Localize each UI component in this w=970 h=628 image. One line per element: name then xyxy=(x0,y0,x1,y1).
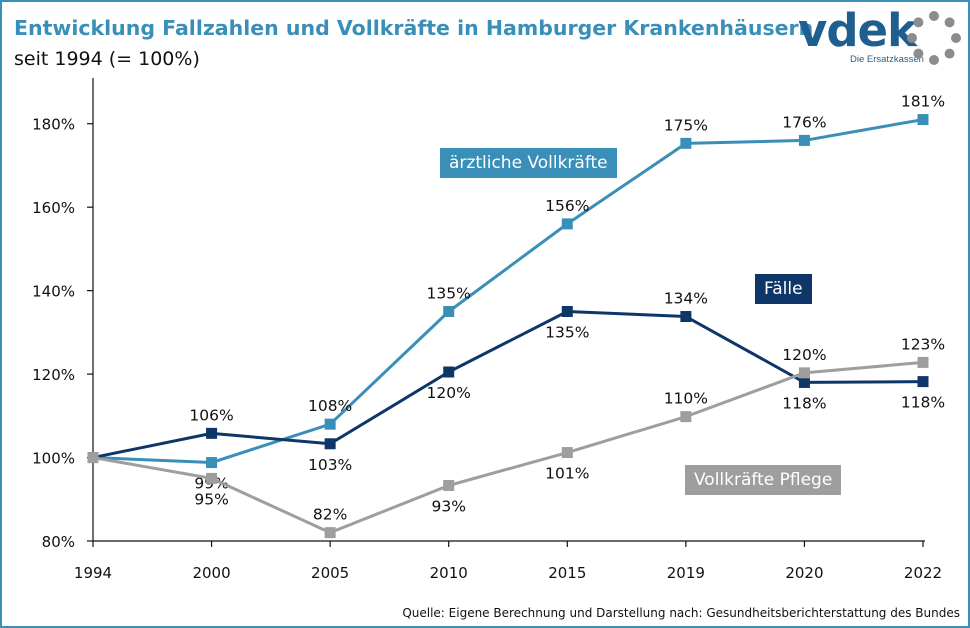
data-label-faelle: 134% xyxy=(664,290,708,308)
series-line-pflege xyxy=(92,360,924,535)
logo-wordmark: vdek xyxy=(798,4,917,57)
data-label-faelle: 118% xyxy=(782,394,826,412)
data-label-pflege: 95% xyxy=(194,490,228,508)
legend-faelle: Fälle xyxy=(755,274,812,304)
data-label-aerzte: 156% xyxy=(545,197,589,215)
data-label-pflege: 110% xyxy=(664,390,708,408)
data-label-faelle: 135% xyxy=(545,324,589,342)
y-tick-label: 100% xyxy=(32,450,75,468)
data-point-aerzte xyxy=(917,114,929,126)
x-tick-label: 2022 xyxy=(904,564,942,582)
data-point-pflege xyxy=(87,452,99,464)
data-point-pflege xyxy=(798,367,810,379)
y-tick-label: 160% xyxy=(32,199,75,217)
x-tick-label: 2015 xyxy=(548,564,586,582)
vdek-logo: vdek Die Ersatzkassen xyxy=(798,4,964,68)
y-tick-label: 120% xyxy=(32,366,75,384)
data-label-faelle: 120% xyxy=(427,384,471,402)
data-label-faelle: 106% xyxy=(189,406,233,424)
data-label-aerzte: 176% xyxy=(782,113,826,131)
logo-subtext: Die Ersatzkassen xyxy=(850,54,924,65)
data-point-pflege xyxy=(680,411,692,423)
data-point-pflege xyxy=(561,447,573,459)
data-label-faelle: 103% xyxy=(308,456,352,474)
y-tick-label: 140% xyxy=(32,283,75,301)
data-point-faelle xyxy=(680,311,692,323)
data-point-faelle xyxy=(324,438,336,450)
data-label-pflege: 101% xyxy=(545,465,589,483)
logo-ring-icon xyxy=(907,11,961,65)
source-note: Quelle: Eigene Berechnung und Darstellun… xyxy=(402,606,960,620)
data-label-pflege: 120% xyxy=(782,346,826,364)
data-point-pflege xyxy=(917,356,929,368)
data-point-aerzte xyxy=(680,137,692,149)
legend-aerzte: ärztliche Vollkräfte xyxy=(440,148,617,178)
y-tick-label: 180% xyxy=(32,116,75,134)
x-tick-label: 2020 xyxy=(785,564,823,582)
data-label-aerzte: 108% xyxy=(308,397,352,415)
data-label-pflege: 93% xyxy=(431,498,465,516)
data-label-aerzte: 175% xyxy=(664,116,708,134)
data-point-pflege xyxy=(443,480,455,492)
data-point-aerzte xyxy=(206,457,218,469)
data-label-pflege: 123% xyxy=(901,335,945,353)
data-point-pflege xyxy=(206,472,218,484)
data-point-aerzte xyxy=(561,218,573,230)
x-tick-label: 2000 xyxy=(192,564,230,582)
series-line-aerzte xyxy=(92,118,924,465)
chart-subtitle: seit 1994 (= 100%) xyxy=(14,48,200,70)
legend-pflege-label: Vollkräfte Pflege xyxy=(685,465,842,495)
chart-title: Entwicklung Fallzahlen und Vollkräfte in… xyxy=(14,16,814,40)
data-point-faelle xyxy=(443,366,455,378)
data-label-pflege: 82% xyxy=(313,506,347,524)
data-point-faelle xyxy=(561,306,573,317)
data-point-faelle xyxy=(917,376,929,388)
legend-faelle-label: Fälle xyxy=(755,274,812,304)
data-point-aerzte xyxy=(443,306,455,317)
series-line-faelle xyxy=(92,310,924,460)
legend-aerzte-label: ärztliche Vollkräfte xyxy=(440,148,617,178)
x-tick-label: 2010 xyxy=(430,564,468,582)
data-point-aerzte xyxy=(324,418,336,430)
data-label-aerzte: 135% xyxy=(427,285,471,303)
x-tick-label: 2019 xyxy=(667,564,705,582)
legend-pflege: Vollkräfte Pflege xyxy=(685,465,842,495)
x-tick-label: 2005 xyxy=(311,564,349,582)
data-point-faelle xyxy=(206,427,218,439)
x-tick-label: 1994 xyxy=(74,564,112,582)
data-label-aerzte: 181% xyxy=(901,93,945,111)
data-label-faelle: 118% xyxy=(901,394,945,412)
data-point-aerzte xyxy=(798,134,810,146)
data-point-faelle xyxy=(798,376,810,388)
data-point-pflege xyxy=(324,527,336,539)
y-tick-label: 80% xyxy=(42,533,75,551)
